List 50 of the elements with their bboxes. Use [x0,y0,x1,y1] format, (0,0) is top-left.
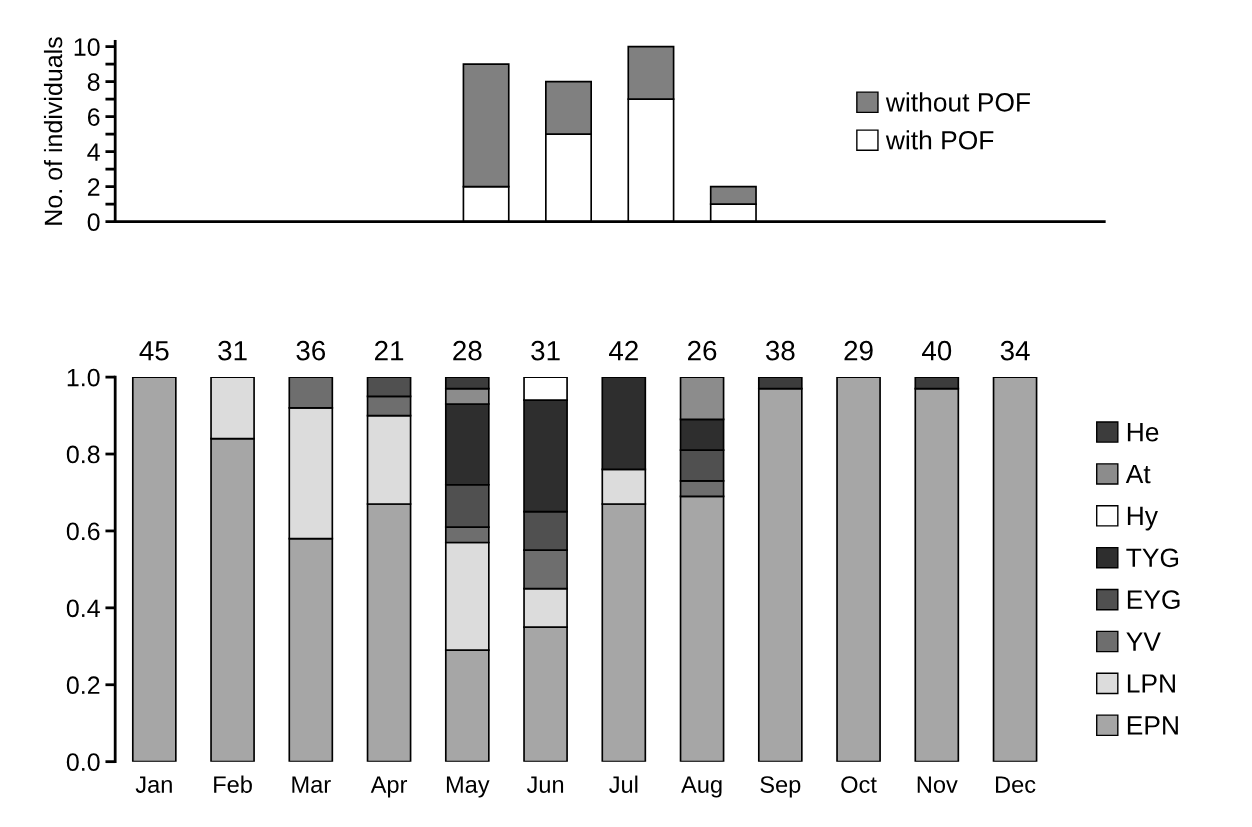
x-tick-label: Jun [526,776,564,793]
y-tick-label: 0.0 [66,753,100,771]
annotation: 21 [375,340,404,361]
legend-label: TYG [1126,548,1179,568]
legend-label: He [1127,423,1159,442]
y-tick-label: 2 [87,178,100,196]
bar [836,377,881,762]
annotation: 42 [609,340,638,361]
annotation: 34 [1000,340,1030,361]
y-tick-label: 10 [74,38,100,56]
annotation: 29 [844,340,873,361]
annotation: 28 [453,340,482,361]
x-tick-label: Mar [292,776,331,793]
y-tick-label: 0.6 [66,522,100,541]
legend-label: with POF [885,130,994,150]
legend-label: At [1125,464,1151,484]
legend-label: EYG [1127,590,1180,610]
x-tick-label: Nov [917,776,958,793]
x-tick-label: Aug [681,776,722,798]
x-tick-label: Apr [370,776,408,798]
x-tick-label: Dec [996,776,1036,793]
legend-label: without POF [885,92,1031,112]
y-tick-label: 0.4 [66,599,100,618]
legend-label: EPN [1127,716,1178,735]
y-axis-title: No. of individuals [43,37,63,225]
y-tick-label: 0.8 [66,445,100,464]
annotation: 31 [218,340,247,361]
y-tick-label: 0 [87,213,100,231]
x-tick-label: Sep [760,776,801,798]
x-tick-label: Oct [841,776,877,793]
y-tick-label: 4 [87,143,100,161]
x-tick-label: Jan [135,776,172,793]
y-tick-label: 8 [87,73,100,91]
annotation: 40 [922,340,952,361]
annotation: 31 [531,340,560,361]
y-tick-label: 6 [87,108,100,126]
legend-label: LPN [1127,674,1175,693]
y-tick-label: 1.0 [67,368,100,387]
x-tick-label: Feb [214,775,252,793]
legend-label: Hy [1127,506,1158,531]
annotation: 45 [139,341,169,361]
x-tick-label: Jul [609,775,638,793]
legend-label: YV [1126,632,1161,651]
x-tick-label: May [446,776,490,798]
annotation: 26 [688,340,717,361]
bar [131,377,177,762]
annotation: 38 [765,340,795,361]
bar [992,377,1038,762]
annotation: 36 [296,340,326,361]
y-tick-label: 0.2 [66,676,100,695]
